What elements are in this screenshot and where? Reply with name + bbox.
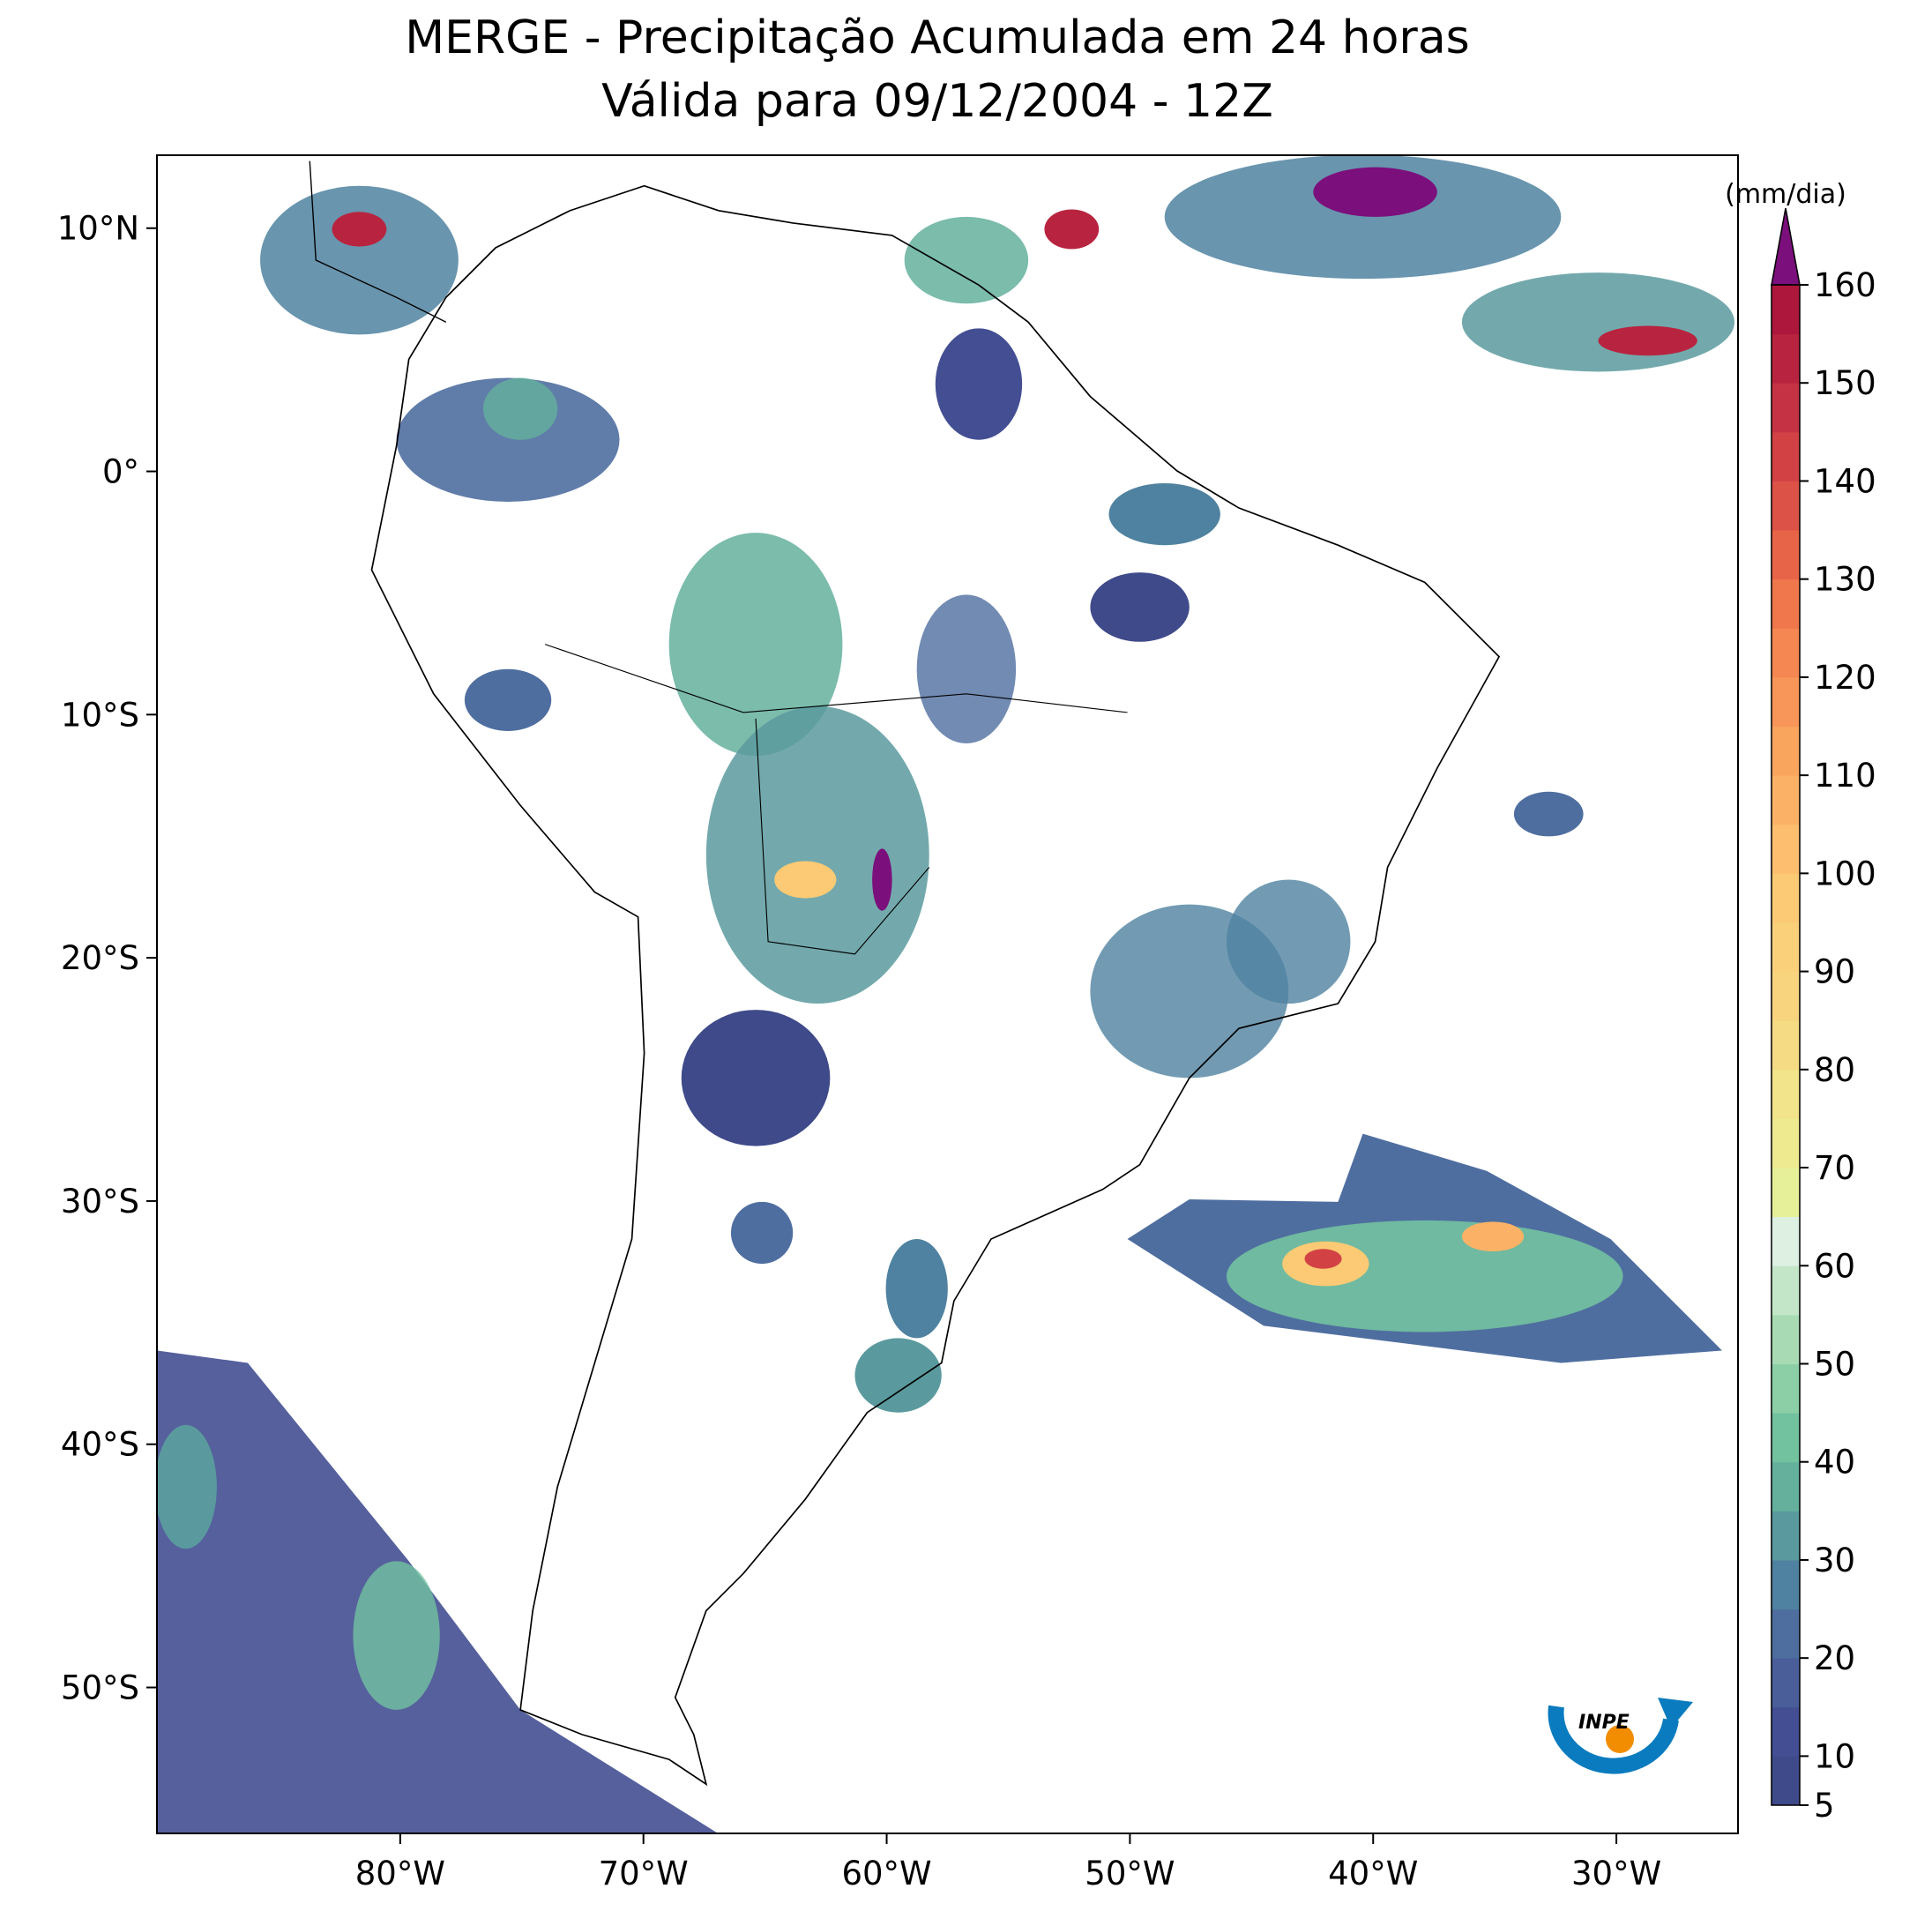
colorbar-tick-label: 40 [1814, 1444, 1855, 1482]
colorbar-tick-label: 120 [1814, 659, 1876, 697]
colorbar-tick-label: 5 [1814, 1787, 1835, 1825]
y-tick-label: 40°S [61, 1426, 139, 1464]
colorbar-segment [1772, 431, 1800, 481]
chart-subtitle: Válida para 09/12/2004 - 12Z [601, 75, 1273, 128]
map-frame [156, 154, 1739, 1834]
colorbar-segment [1772, 1363, 1800, 1414]
colorbar-segment [1772, 873, 1800, 923]
colorbar-segment [1772, 333, 1800, 384]
y-tick-label: 30°S [61, 1183, 139, 1221]
logo-text: INPE [1578, 1712, 1630, 1734]
colorbar-tick-label: 10 [1814, 1737, 1855, 1775]
colorbar-segment [1772, 1756, 1800, 1806]
precipitation-field [157, 154, 1734, 1834]
y-tick-label: 0° [102, 453, 139, 491]
inpe-logo: INPE [1548, 1698, 1693, 1774]
colorbar-tick-label: 110 [1814, 757, 1876, 795]
colorbar-segment [1772, 579, 1800, 629]
colorbar-segment [1772, 1118, 1800, 1168]
colorbar-segment [1772, 1658, 1800, 1708]
colorbar-tick-label: 100 [1814, 855, 1876, 892]
colorbar-tick-label: 90 [1814, 953, 1855, 991]
x-tick-label: 70°W [599, 1855, 689, 1892]
colorbar-segment [1772, 1216, 1800, 1266]
colorbar-segment [1772, 676, 1800, 728]
colorbar-segment [1772, 922, 1800, 973]
colorbar-segment [1772, 971, 1800, 1021]
colorbar-segment [1772, 1559, 1800, 1610]
colorbar-tick-label: 20 [1814, 1639, 1855, 1677]
colorbar-tick-label: 50 [1814, 1345, 1855, 1383]
colorbar-label: (mm/dia) [1725, 179, 1846, 210]
x-tick-label: 80°W [355, 1855, 445, 1892]
colorbar-tick-label: 70 [1814, 1149, 1855, 1187]
y-tick-label: 10°S [61, 696, 139, 734]
colorbar-tick-label: 130 [1814, 561, 1876, 599]
colorbar-extend [1771, 207, 1801, 286]
colorbar-segment [1772, 1461, 1800, 1512]
colorbar-segment [1772, 628, 1800, 678]
colorbar-tick-label: 160 [1814, 266, 1876, 304]
y-tick-label: 10°N [57, 210, 139, 248]
colorbar-segment [1772, 775, 1800, 825]
x-tick-label: 40°W [1328, 1855, 1418, 1892]
colorbar-segment [1772, 1314, 1800, 1364]
colorbar-segment [1772, 1069, 1800, 1119]
colorbar-tick-label: 30 [1814, 1541, 1855, 1579]
colorbar-segment [1772, 1706, 1800, 1757]
colorbar-tick-label: 140 [1814, 462, 1876, 500]
colorbar-segment [1772, 530, 1800, 580]
colorbar-frame [1771, 284, 1801, 1806]
colorbar-segment [1772, 1413, 1800, 1463]
colorbar-segment [1772, 481, 1800, 531]
colorbar-segment [1772, 824, 1800, 874]
colorbar-tick-label: 60 [1814, 1247, 1855, 1285]
y-tick-label: 50°S [61, 1669, 139, 1707]
y-tick-label: 20°S [61, 939, 139, 977]
colorbar-segment [1772, 726, 1800, 776]
colorbar-segment [1772, 285, 1800, 335]
colorbar-tick-label: 150 [1814, 364, 1876, 402]
colorbar-segment [1772, 1020, 1800, 1071]
colorbar-tick-label: 80 [1814, 1051, 1855, 1089]
x-tick-label: 50°W [1085, 1855, 1175, 1892]
chart-title: MERGE - Precipitação Acumulada em 24 hor… [405, 11, 1470, 64]
x-tick-label: 30°W [1571, 1855, 1661, 1892]
colorbar-segment [1772, 1265, 1800, 1316]
colorbar-segment [1772, 1168, 1800, 1218]
colorbar-segment [1772, 383, 1800, 433]
colorbar-segment [1772, 1511, 1800, 1561]
colorbar-segment [1772, 1609, 1800, 1659]
map [157, 154, 1734, 1834]
x-tick-label: 60°W [841, 1855, 931, 1892]
